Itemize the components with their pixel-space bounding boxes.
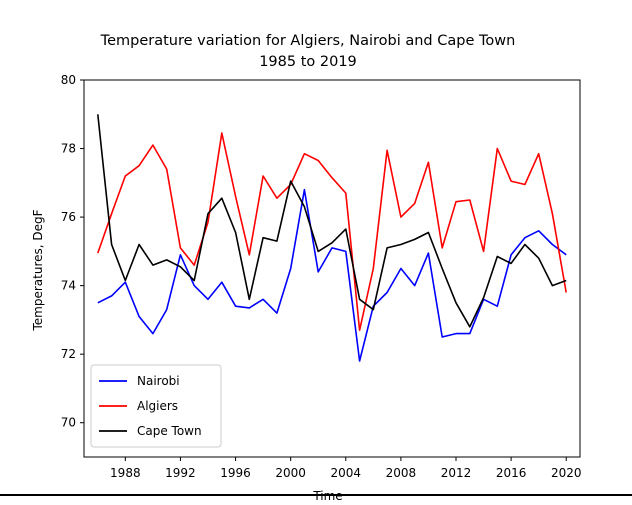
x-tick-label: 2012 <box>441 466 472 480</box>
plot-area <box>83 79 581 458</box>
y-axis: 70 72 74 76 78 80 <box>61 73 84 430</box>
legend: Nairobi Algiers Cape Town <box>90 364 222 448</box>
chart-title: Temperature variation for Algiers, Nairo… <box>100 33 516 49</box>
legend-label-nairobi: Nairobi <box>137 374 180 388</box>
series-line-cape-town <box>97 114 567 328</box>
x-tick-label: 2020 <box>551 466 582 480</box>
y-axis-label: Temperatures, DegF <box>31 209 45 331</box>
x-tick-label: 1988 <box>110 466 141 480</box>
y-tick-label: 78 <box>61 142 76 156</box>
x-tick-label: 1996 <box>220 466 251 480</box>
y-tick-label: 76 <box>61 210 76 224</box>
legend-box <box>90 364 222 448</box>
y-tick-label: 70 <box>61 416 76 430</box>
legend-label-algiers: Algiers <box>137 399 178 413</box>
x-axis: 1988 1992 1996 2000 2004 2008 2012 2016 2020 <box>110 457 581 480</box>
series-line-nairobi <box>97 188 567 362</box>
x-tick-label: 2008 <box>386 466 417 480</box>
series-layer <box>97 114 567 362</box>
y-tick-label: 80 <box>61 73 76 87</box>
plot-frame <box>83 79 581 458</box>
x-tick-label: 2000 <box>275 466 306 480</box>
x-tick-label: 1992 <box>165 466 196 480</box>
legend-label-cape-town: Cape Town <box>137 424 202 438</box>
y-tick-label: 72 <box>61 347 76 361</box>
chart-subtitle: 1985 to 2019 <box>259 54 357 70</box>
x-tick-label: 2016 <box>496 466 527 480</box>
y-tick-label: 74 <box>61 279 76 293</box>
x-tick-label: 2004 <box>331 466 362 480</box>
series-line-algiers <box>97 132 567 332</box>
